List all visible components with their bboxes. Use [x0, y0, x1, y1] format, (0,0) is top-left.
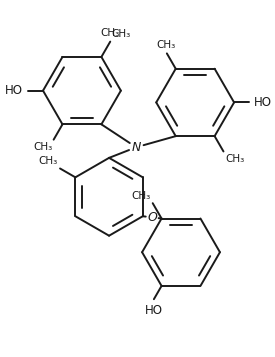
Text: CH₃: CH₃: [101, 28, 120, 38]
Text: HO: HO: [254, 96, 272, 109]
Text: CH₃: CH₃: [226, 154, 245, 164]
Text: HO: HO: [5, 84, 23, 97]
Text: CH₃: CH₃: [33, 142, 53, 152]
Text: CH₃: CH₃: [39, 156, 58, 166]
Text: HO: HO: [145, 304, 163, 317]
Text: O: O: [147, 211, 157, 224]
Text: CH₃: CH₃: [111, 29, 131, 39]
Text: CH₃: CH₃: [131, 191, 150, 201]
Text: CH₃: CH₃: [156, 40, 175, 50]
Text: N: N: [131, 141, 141, 154]
